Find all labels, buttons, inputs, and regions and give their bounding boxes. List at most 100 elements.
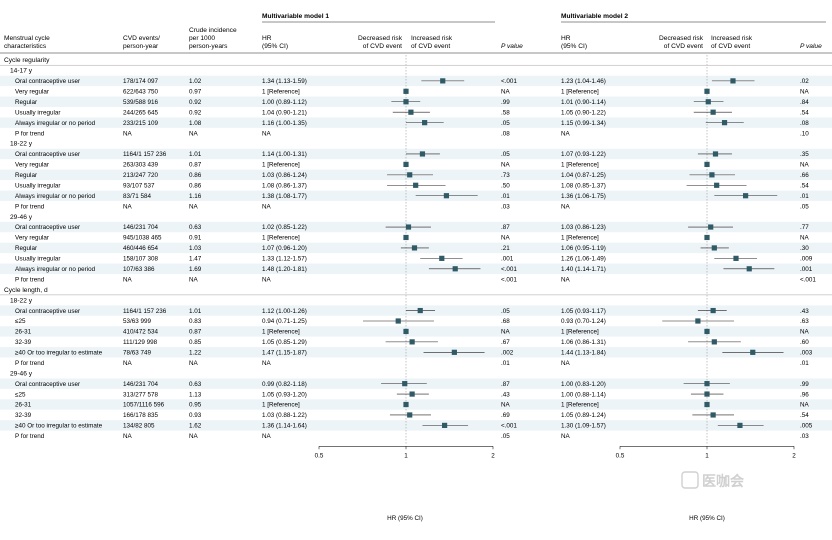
pvalue-model2-cell: .001 — [800, 266, 813, 273]
point-estimate-model2 — [711, 245, 717, 251]
point-estimate-model2 — [704, 401, 710, 408]
hr-model2-cell: 1.01 (0.90-1.14) — [561, 99, 606, 106]
events-cell: 83/71 584 — [123, 193, 152, 200]
hr-model2-cell: 1.40 (1.14-1.71) — [561, 266, 606, 273]
point-estimate-model1 — [402, 381, 408, 387]
hr-model2-cell: 1.06 (0.86-1.31) — [561, 339, 606, 346]
hr-model2-cell: 1.07 (0.93-1.22) — [561, 151, 606, 158]
header-incidence-line2: per 1000 — [189, 35, 215, 42]
incidence-cell: 0.86 — [189, 172, 202, 179]
point-estimate-model2 — [750, 349, 756, 355]
hr-model2-cell: 1.05 (0.93-1.17) — [561, 308, 606, 315]
point-estimate-model2 — [704, 328, 710, 335]
hr-model1-cell: 1.07 (0.96-1.20) — [262, 245, 307, 252]
events-cell: 1164/1 157 236 — [123, 151, 167, 158]
pvalue-model2-cell: .02 — [800, 78, 809, 85]
pvalue-model1-cell: .87 — [501, 224, 510, 231]
pvalue-model2-cell: .009 — [800, 256, 813, 263]
hr-model1-cell: 1.47 (1.15-1.87) — [262, 350, 307, 357]
pvalue-model1-cell: <.001 — [501, 276, 517, 283]
pvalue-model2-cell: .10 — [800, 130, 809, 137]
point-estimate-model2 — [742, 193, 749, 199]
hr-model2-cell: 1.00 (0.88-1.14) — [561, 391, 606, 398]
header-events-line2: person-year — [123, 43, 159, 50]
table-row-label: 32-39 — [15, 339, 32, 346]
row-band — [0, 263, 832, 275]
pvalue-model2-cell: .54 — [800, 109, 809, 116]
incidence-cell: 0.87 — [189, 329, 202, 336]
header-inc2-line2: of CVD event — [711, 43, 750, 50]
events-cell: NA — [123, 360, 133, 367]
x-axis-tick-label: 2 — [491, 452, 495, 459]
pvalue-model1-cell: .05 — [501, 308, 510, 315]
table-row-label: Oral contraceptive user — [15, 78, 80, 85]
hr-model2-cell: 1 [Reference] — [561, 402, 599, 409]
section-label: Cycle regularity — [4, 57, 50, 64]
hr-model1-cell: 0.94 (0.71-1.25) — [262, 318, 307, 325]
table-row-label: Always irregular or no period — [15, 193, 96, 200]
point-estimate-model1 — [452, 266, 458, 272]
header-events-line1: CVD events/ — [123, 35, 160, 42]
incidence-cell: 0.97 — [189, 89, 202, 96]
header-hr2-line1: HR — [561, 35, 571, 42]
events-cell: 244/265 645 — [123, 109, 159, 116]
hr-model1-cell: NA — [262, 433, 272, 440]
hr-model1-cell: 1.36 (1.14-1.64) — [262, 423, 307, 430]
hr-model1-cell: 1.03 (0.88-1.22) — [262, 412, 307, 419]
events-cell: 233/215 109 — [123, 120, 159, 127]
hr-model2-cell: 1 [Reference] — [561, 329, 599, 336]
pvalue-model1-cell: .58 — [501, 109, 510, 116]
hr-model1-cell: 1.08 (0.86-1.37) — [262, 182, 307, 189]
pvalue-model2-cell: <.001 — [800, 276, 816, 283]
point-estimate-model1 — [441, 422, 448, 428]
point-estimate-model1 — [403, 99, 409, 105]
hr-model2-cell: 0.93 (0.70-1.24) — [561, 318, 606, 325]
point-estimate-model1 — [409, 391, 415, 397]
x-axis-label-model-2: HR (95% CI) — [689, 515, 725, 522]
hr-model1-cell: 1.38 (1.08-1.77) — [262, 193, 307, 200]
point-estimate-model2 — [704, 88, 710, 94]
p-for-trend-row-label: P for trend — [15, 203, 45, 210]
table-row-label: ≥40 Or too irregular to estimate — [15, 350, 103, 357]
p-for-trend-row-label: P for trend — [15, 360, 45, 367]
pvalue-model1-cell: .001 — [501, 256, 514, 263]
pvalue-model1-cell: NA — [501, 329, 511, 336]
pvalue-model1-cell: .01 — [501, 360, 510, 367]
point-estimate-model1 — [422, 120, 428, 126]
incidence-cell: 0.93 — [189, 412, 202, 419]
incidence-cell: 0.92 — [189, 109, 202, 116]
events-cell: 146/231 704 — [123, 224, 159, 231]
pvalue-model1-cell: .43 — [501, 391, 510, 398]
table-row-label: Always irregular or no period — [15, 266, 96, 273]
pvalue-model2-cell: .60 — [800, 339, 809, 346]
pvalue-model2-cell: .63 — [800, 318, 809, 325]
row-band — [0, 420, 832, 431]
pvalue-model1-cell: NA — [501, 162, 511, 169]
hr-model1-cell: 1.00 (0.89-1.12) — [262, 99, 307, 106]
point-estimate-model2 — [710, 412, 716, 418]
incidence-cell: NA — [189, 276, 199, 283]
pvalue-model2-cell: NA — [800, 402, 810, 409]
pvalue-model1-cell: .69 — [501, 412, 510, 419]
table-row-label: Usually irregular — [15, 256, 61, 263]
header-inc1-line2: of CVD event — [411, 43, 450, 50]
row-band — [0, 326, 832, 337]
table-row-label: ≤25 — [15, 391, 26, 398]
point-estimate-model1 — [451, 349, 457, 355]
pvalue-model1-cell: .05 — [501, 433, 510, 440]
pvalue-model2-cell: .66 — [800, 172, 809, 179]
point-estimate-model1 — [403, 161, 409, 167]
pvalue-model1-cell: .73 — [501, 172, 510, 179]
header-hr1-line2: (95% CI) — [262, 43, 288, 50]
header-characteristics-line1: Menstrual cycle — [4, 35, 50, 42]
pvalue-model1-cell: .99 — [501, 99, 510, 106]
hr-model1-cell: 1 [Reference] — [262, 329, 300, 336]
pvalue-model2-cell: NA — [800, 235, 810, 242]
events-cell: 107/63 386 — [123, 266, 155, 273]
incidence-cell: 0.87 — [189, 162, 202, 169]
hr-model1-cell: 1.03 (0.86-1.24) — [262, 172, 307, 179]
header-dec2-line2: of CVD event — [664, 43, 703, 50]
hr-model2-cell: 1.06 (0.95-1.19) — [561, 245, 606, 252]
hr-model1-cell: 1.05 (0.93-1.20) — [262, 391, 307, 398]
pvalue-model1-cell: .05 — [501, 120, 510, 127]
